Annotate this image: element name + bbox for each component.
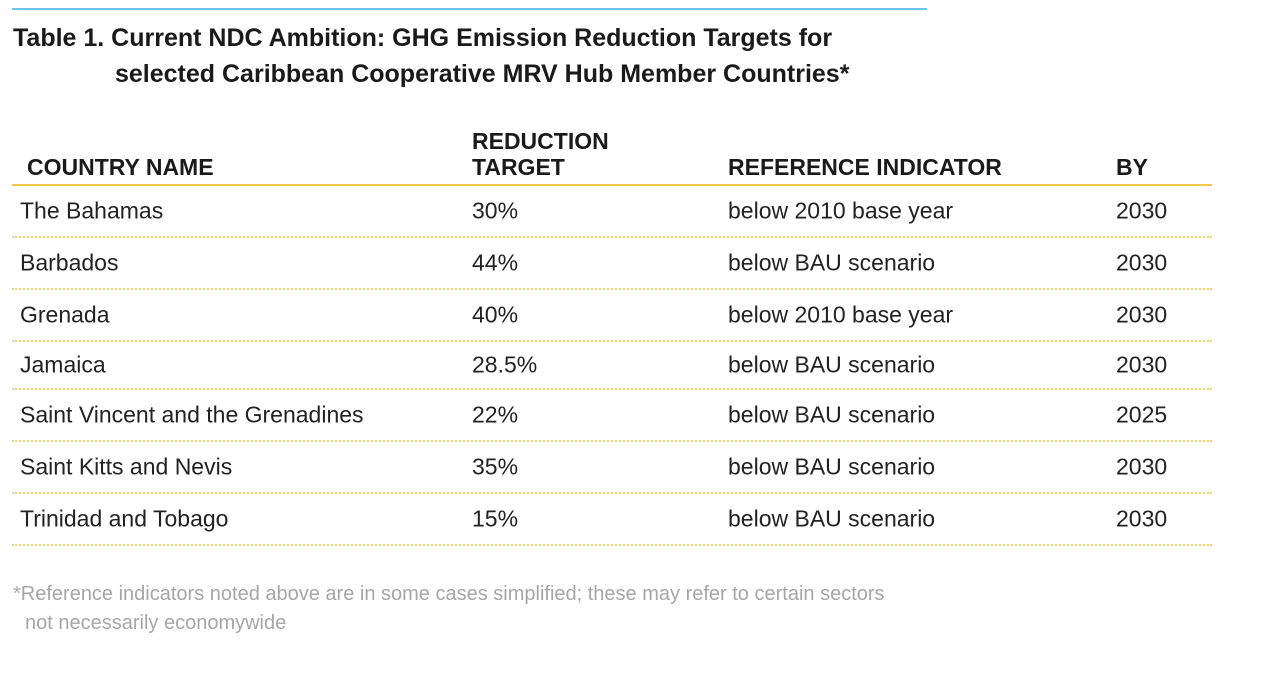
cell-reference: below BAU scenario <box>728 505 936 532</box>
cell-country: Grenada <box>20 301 110 328</box>
header-reduction-target-line-1: REDUCTION <box>472 128 609 154</box>
cell-target: 22% <box>472 401 519 428</box>
table-title-line-1: Table 1. Current NDC Ambition: GHG Emiss… <box>13 24 833 52</box>
cell-reference: below BAU scenario <box>728 351 936 378</box>
cell-target: 28.5% <box>472 351 538 378</box>
cell-target: 15% <box>472 505 519 532</box>
cell-by: 2030 <box>1116 453 1168 480</box>
cell-by: 2030 <box>1116 301 1168 328</box>
table-row: Jamaica 28.5% below BAU scenario 2030 <box>12 342 1212 390</box>
cell-country: Saint Kitts and Nevis <box>20 453 233 480</box>
table-row: Saint Kitts and Nevis 35% below BAU scen… <box>12 442 1212 494</box>
cell-target: 44% <box>472 249 519 276</box>
header-country-name: COUNTRY NAME <box>27 154 214 180</box>
footnote: *Reference indicators noted above are in… <box>13 580 1113 638</box>
table-row: Barbados 44% below BAU scenario 2030 <box>12 238 1212 290</box>
cell-country: The Bahamas <box>20 197 164 224</box>
footnote-line-2: not necessarily economywide <box>25 612 287 634</box>
table-row: Trinidad and Tobago 15% below BAU scenar… <box>12 494 1212 546</box>
footnote-line-1: *Reference indicators noted above are in… <box>13 583 885 605</box>
cell-by: 2030 <box>1116 197 1168 224</box>
cell-target: 30% <box>472 197 519 224</box>
cell-country: Barbados <box>20 249 119 276</box>
top-rule <box>12 8 927 10</box>
header-by: BY <box>1116 154 1148 180</box>
cell-target: 35% <box>472 453 519 480</box>
cell-reference: below BAU scenario <box>728 453 936 480</box>
cell-reference: below 2010 base year <box>728 301 954 328</box>
cell-reference: below BAU scenario <box>728 401 936 428</box>
header-reduction-target: REDUCTION TARGET <box>472 128 609 180</box>
cell-by: 2030 <box>1116 351 1168 378</box>
header-reference-indicator: REFERENCE INDICATOR <box>728 154 1002 180</box>
cell-country: Trinidad and Tobago <box>20 505 229 532</box>
cell-by: 2030 <box>1116 505 1168 532</box>
ndc-table: COUNTRY NAME REDUCTION TARGET REFERENCE … <box>12 128 1212 546</box>
table-row: Saint Vincent and the Grenadines 22% bel… <box>12 390 1212 442</box>
cell-country: Saint Vincent and the Grenadines <box>20 401 364 428</box>
cell-target: 40% <box>472 301 519 328</box>
cell-country: Jamaica <box>20 351 106 378</box>
table-header-row: COUNTRY NAME REDUCTION TARGET REFERENCE … <box>12 128 1212 186</box>
cell-by: 2030 <box>1116 249 1168 276</box>
table-title: Table 1. Current NDC Ambition: GHG Emiss… <box>13 20 953 92</box>
header-reduction-target-line-2: TARGET <box>472 154 565 180</box>
cell-reference: below 2010 base year <box>728 197 954 224</box>
table-row: Grenada 40% below 2010 base year 2030 <box>12 290 1212 342</box>
table-row: The Bahamas 30% below 2010 base year 203… <box>12 186 1212 238</box>
cell-reference: below BAU scenario <box>728 249 936 276</box>
table-title-line-2: selected Caribbean Cooperative MRV Hub M… <box>115 60 850 88</box>
cell-by: 2025 <box>1116 401 1168 428</box>
